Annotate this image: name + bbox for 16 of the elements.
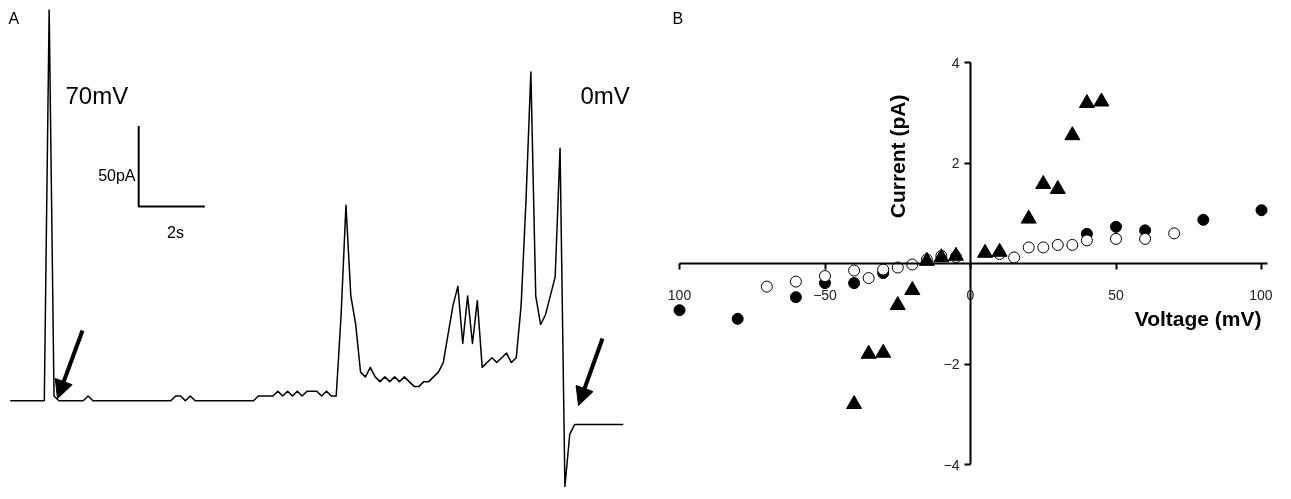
chart-title: B bbox=[672, 10, 684, 27]
annotation: 50pA bbox=[98, 167, 136, 184]
annotation: 2s bbox=[167, 224, 184, 241]
x-tick-label: 100 bbox=[1249, 286, 1273, 303]
y-tick-label: 4 bbox=[951, 54, 960, 71]
x-tick-label: 100 bbox=[667, 286, 692, 303]
y-tick-label: −4 bbox=[943, 456, 960, 473]
y-tick-label: −2 bbox=[943, 356, 960, 372]
x-tick-label: −50 bbox=[813, 286, 838, 303]
annotation: 70mV bbox=[65, 82, 129, 109]
x-axis-title: Voltage (mV) bbox=[1134, 306, 1262, 330]
x-tick-label: 50 bbox=[1108, 286, 1124, 303]
chart-title: A bbox=[8, 10, 20, 27]
y-tick-label: 2 bbox=[951, 155, 960, 171]
annotation: 0mV bbox=[580, 82, 630, 109]
y-axis-title: Current (pA) bbox=[886, 94, 910, 219]
